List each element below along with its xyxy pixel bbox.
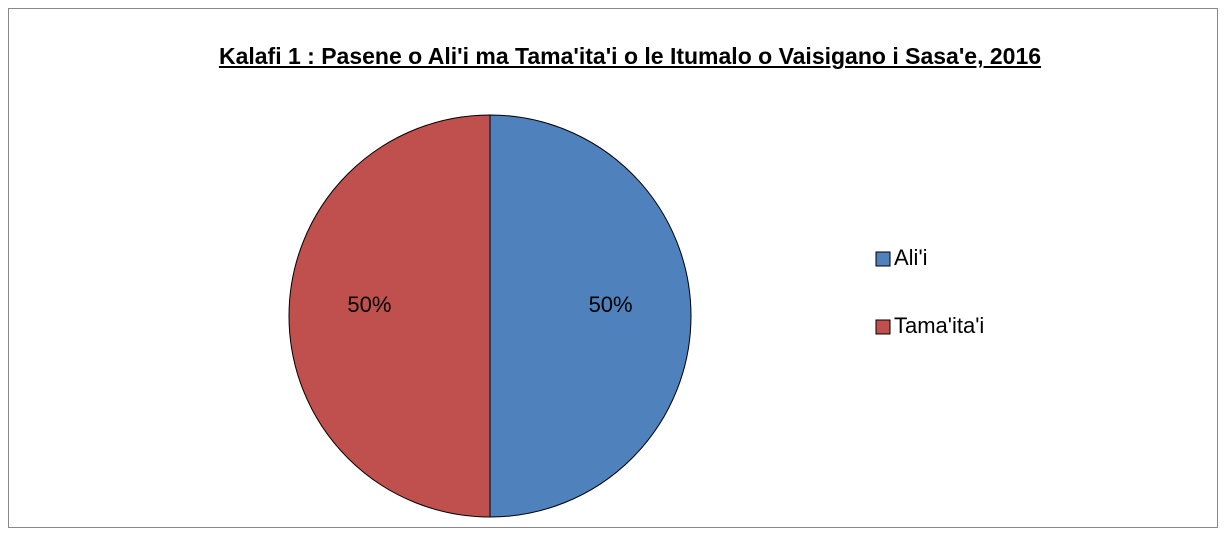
data-label: 50%	[347, 292, 391, 317]
data-label: 50%	[589, 292, 633, 317]
legend-label: Ali'i	[894, 245, 928, 270]
legend-swatch	[875, 251, 891, 267]
pie-slice	[489, 114, 692, 518]
legend-swatch	[875, 319, 891, 335]
pie-slice	[288, 114, 491, 518]
chart-title: Kalafi 1 : Pasene o Ali'i ma Tama'ita'i …	[218, 43, 1042, 69]
legend-label: Tama'ita'i	[894, 313, 984, 338]
